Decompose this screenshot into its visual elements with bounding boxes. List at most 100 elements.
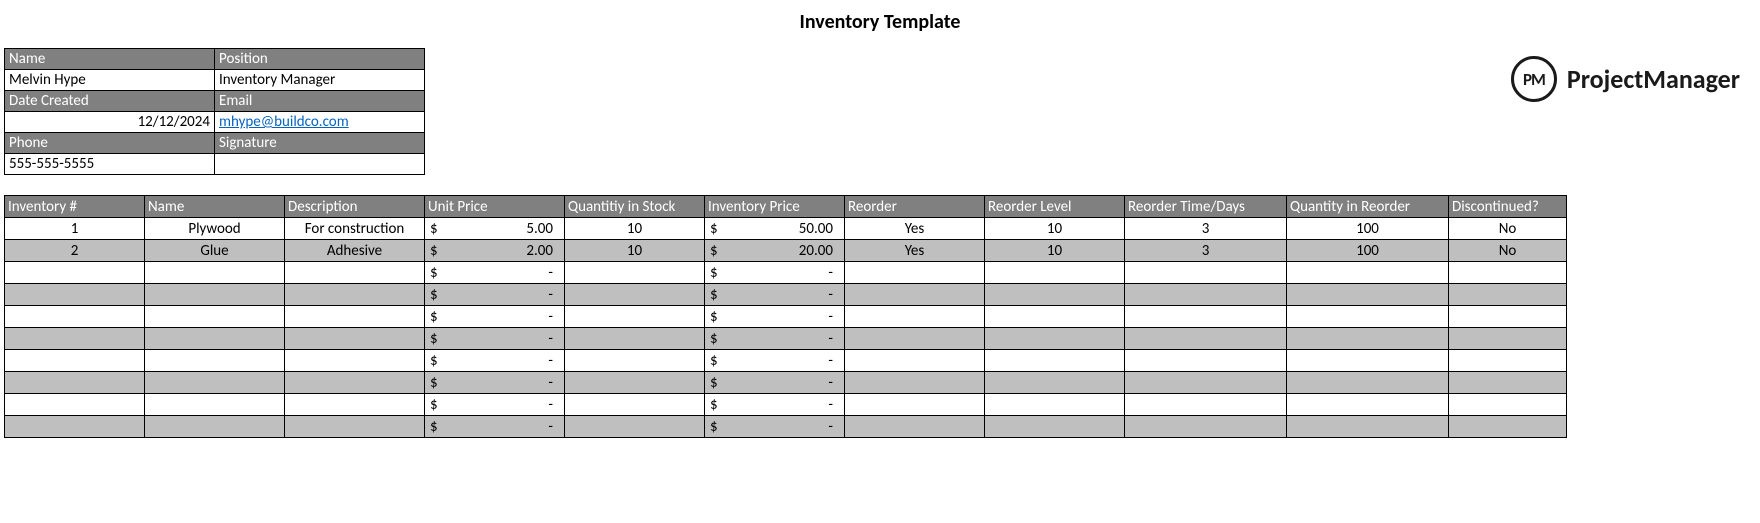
table-cell[interactable] [1287, 262, 1449, 284]
table-cell[interactable]: 1 [5, 218, 145, 240]
table-cell[interactable] [145, 284, 285, 306]
info-value-name[interactable]: Melvin Hype [5, 70, 215, 91]
table-cell[interactable] [1287, 416, 1449, 438]
table-cell[interactable] [985, 262, 1125, 284]
table-cell[interactable] [985, 284, 1125, 306]
table-cell-money[interactable]: $- [705, 394, 845, 416]
table-cell-money[interactable]: $2.00 [425, 240, 565, 262]
table-cell-money[interactable]: $- [705, 328, 845, 350]
table-cell[interactable]: Yes [845, 218, 985, 240]
info-value-phone[interactable]: 555-555-5555 [5, 154, 215, 175]
table-cell[interactable] [1449, 372, 1567, 394]
table-cell[interactable] [5, 416, 145, 438]
table-cell[interactable] [1287, 284, 1449, 306]
table-cell[interactable] [565, 306, 705, 328]
table-cell[interactable] [5, 328, 145, 350]
info-value-signature[interactable] [215, 154, 425, 175]
table-cell[interactable] [1287, 350, 1449, 372]
table-cell[interactable] [5, 394, 145, 416]
table-cell[interactable] [285, 416, 425, 438]
table-cell[interactable] [1287, 372, 1449, 394]
table-cell[interactable] [285, 284, 425, 306]
table-cell[interactable] [5, 262, 145, 284]
table-cell[interactable] [145, 350, 285, 372]
table-cell[interactable] [1449, 350, 1567, 372]
table-cell[interactable] [1125, 262, 1287, 284]
table-cell[interactable] [845, 372, 985, 394]
table-cell[interactable] [5, 350, 145, 372]
table-cell[interactable]: No [1449, 240, 1567, 262]
table-cell[interactable] [5, 372, 145, 394]
table-cell[interactable] [985, 306, 1125, 328]
table-cell[interactable] [145, 416, 285, 438]
table-cell[interactable] [1449, 394, 1567, 416]
table-cell[interactable] [1125, 284, 1287, 306]
info-value-position[interactable]: Inventory Manager [215, 70, 425, 91]
table-cell[interactable] [565, 284, 705, 306]
table-cell[interactable] [285, 394, 425, 416]
table-cell[interactable]: 10 [985, 240, 1125, 262]
table-cell[interactable] [1287, 394, 1449, 416]
table-cell-money[interactable]: $- [425, 306, 565, 328]
table-cell[interactable]: Glue [145, 240, 285, 262]
table-cell[interactable] [145, 262, 285, 284]
table-cell-money[interactable]: $- [425, 328, 565, 350]
table-cell[interactable] [285, 372, 425, 394]
table-cell[interactable]: 10 [565, 218, 705, 240]
table-cell[interactable] [1449, 328, 1567, 350]
table-cell[interactable]: 2 [5, 240, 145, 262]
table-cell[interactable] [285, 262, 425, 284]
email-link[interactable]: mhype@buildco.com [219, 113, 349, 131]
table-cell[interactable]: No [1449, 218, 1567, 240]
table-cell[interactable] [565, 416, 705, 438]
table-cell-money[interactable]: $- [705, 416, 845, 438]
table-cell-money[interactable]: $- [705, 284, 845, 306]
table-cell[interactable] [985, 350, 1125, 372]
table-cell[interactable] [1449, 284, 1567, 306]
table-cell[interactable] [1449, 416, 1567, 438]
info-value-email[interactable]: mhype@buildco.com [215, 112, 425, 133]
table-cell[interactable]: 3 [1125, 240, 1287, 262]
table-cell-money[interactable]: $- [705, 262, 845, 284]
table-cell[interactable] [145, 328, 285, 350]
table-cell[interactable] [845, 394, 985, 416]
table-cell-money[interactable]: $- [425, 416, 565, 438]
table-cell-money[interactable]: $- [425, 262, 565, 284]
table-cell[interactable] [145, 394, 285, 416]
table-cell[interactable] [565, 328, 705, 350]
table-cell[interactable] [145, 372, 285, 394]
table-cell[interactable]: Yes [845, 240, 985, 262]
table-cell[interactable] [565, 372, 705, 394]
table-cell[interactable] [1125, 306, 1287, 328]
table-cell[interactable] [285, 306, 425, 328]
table-cell[interactable]: For construction [285, 218, 425, 240]
table-cell[interactable] [1125, 394, 1287, 416]
table-cell[interactable] [1449, 306, 1567, 328]
table-cell[interactable] [845, 306, 985, 328]
table-cell[interactable] [1125, 350, 1287, 372]
table-cell[interactable]: Adhesive [285, 240, 425, 262]
info-value-date-created[interactable]: 12/12/2024 [5, 112, 215, 133]
table-cell[interactable] [1287, 328, 1449, 350]
table-cell-money[interactable]: $- [425, 284, 565, 306]
table-cell[interactable] [985, 372, 1125, 394]
table-cell[interactable]: 100 [1287, 240, 1449, 262]
table-cell[interactable] [845, 350, 985, 372]
table-cell[interactable] [565, 262, 705, 284]
table-cell[interactable] [1449, 262, 1567, 284]
table-cell[interactable] [565, 394, 705, 416]
table-cell-money[interactable]: $20.00 [705, 240, 845, 262]
table-cell[interactable] [845, 328, 985, 350]
table-cell[interactable] [845, 416, 985, 438]
table-cell-money[interactable]: $50.00 [705, 218, 845, 240]
table-cell[interactable]: 10 [985, 218, 1125, 240]
table-cell-money[interactable]: $- [425, 394, 565, 416]
table-cell-money[interactable]: $- [705, 306, 845, 328]
table-cell[interactable] [1125, 416, 1287, 438]
table-cell[interactable] [1125, 328, 1287, 350]
table-cell[interactable] [1287, 306, 1449, 328]
table-cell[interactable] [285, 350, 425, 372]
table-cell-money[interactable]: $- [705, 350, 845, 372]
table-cell-money[interactable]: $- [425, 350, 565, 372]
table-cell[interactable] [285, 328, 425, 350]
